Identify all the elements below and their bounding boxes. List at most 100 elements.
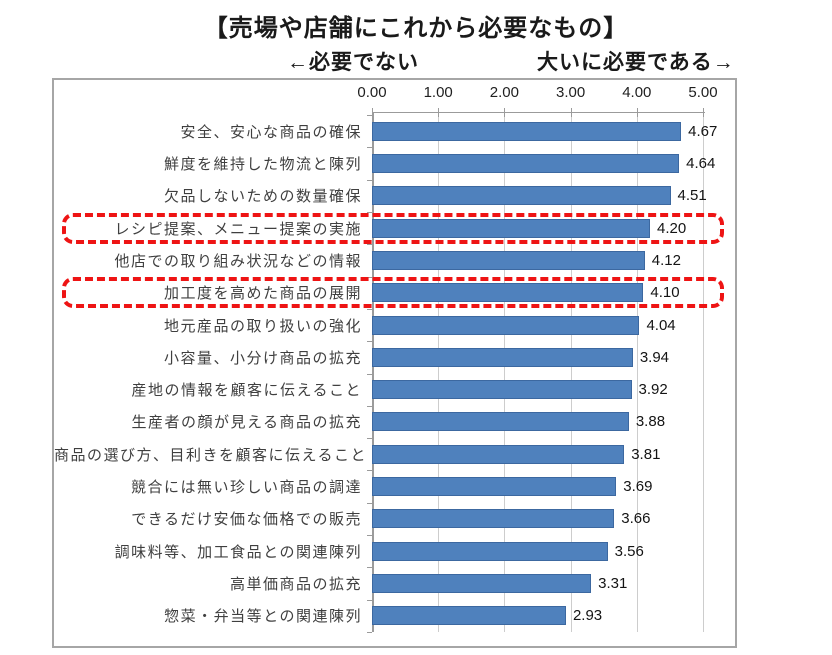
category-axis-tick bbox=[367, 567, 372, 569]
chart-row: 高単価商品の拡充 3.31 bbox=[54, 567, 735, 599]
value-label: 3.31 bbox=[598, 575, 628, 593]
chart-frame: 0.00 1.00 2.00 3.00 4.00 5.00 安全、安心な商品の確保 4.6… bbox=[52, 78, 737, 648]
bar-area: 4.64 bbox=[372, 147, 735, 179]
category-axis-tick bbox=[367, 147, 372, 149]
category-label: 地元産品の取り扱いの強化 bbox=[163, 317, 362, 335]
bar bbox=[372, 218, 651, 238]
gridline bbox=[438, 112, 440, 632]
category-axis-tick bbox=[367, 211, 372, 213]
category-axis-tick bbox=[367, 599, 372, 601]
value-label: 2.93 bbox=[572, 607, 603, 625]
category-label: 惣菜・弁当等との関連陳列 bbox=[164, 608, 362, 626]
bar bbox=[372, 477, 617, 497]
value-label: 3.92 bbox=[638, 381, 668, 399]
value-label: 4.10 bbox=[650, 284, 680, 302]
value-label: 4.12 bbox=[651, 251, 681, 269]
category-label: 高単価商品の拡充 bbox=[229, 576, 362, 594]
bar-area: 3.31 bbox=[372, 567, 735, 599]
category-label: 生産者の顔が見える商品の拡充 bbox=[131, 414, 362, 432]
bar bbox=[372, 606, 566, 626]
chart-row: できるだけ安価な価格での販売 3.66 bbox=[54, 503, 735, 535]
category-axis-tick bbox=[367, 179, 372, 181]
bar bbox=[372, 347, 633, 367]
category-axis-tick bbox=[367, 438, 372, 440]
category-label: 産地の情報を顧客に伝えること bbox=[131, 382, 362, 400]
chart-row: 鮮度を維持した物流と陳列 4.64 bbox=[54, 147, 735, 179]
x-axis-tick-label: 1.00 bbox=[423, 84, 453, 101]
value-label: 4.67 bbox=[688, 122, 718, 140]
x-axis-line bbox=[372, 112, 705, 113]
bar bbox=[372, 574, 592, 594]
bar bbox=[372, 380, 632, 400]
value-label: 4.51 bbox=[677, 187, 707, 205]
x-axis-tick-label: 2.00 bbox=[489, 84, 519, 101]
bar bbox=[372, 444, 625, 464]
bar bbox=[372, 315, 640, 335]
bar bbox=[372, 250, 645, 270]
x-axis-tick-mark bbox=[504, 108, 506, 117]
chart-title: 【売場や店舗にこれから必要なもの】 bbox=[203, 15, 629, 42]
bar-area: 2.93 bbox=[372, 600, 735, 632]
value-label: 4.20 bbox=[657, 219, 687, 237]
gridline bbox=[504, 112, 506, 632]
value-label: 3.81 bbox=[631, 445, 661, 463]
value-label: 3.69 bbox=[623, 478, 653, 496]
chart-row: レシピ提案、メニュー提案の実施 4.20 bbox=[54, 212, 735, 244]
bar bbox=[372, 541, 608, 561]
bar-rows: 安全、安心な商品の確保 4.67 鮮度を維持した物流と陳列 4.64 欠品しない… bbox=[54, 115, 735, 632]
bar-area: 3.81 bbox=[372, 438, 735, 470]
bar-area: 4.51 bbox=[372, 180, 735, 212]
bar bbox=[372, 283, 644, 303]
bar-area: 4.67 bbox=[372, 115, 735, 147]
category-label: 安全、安心な商品の確保 bbox=[180, 123, 362, 141]
axis-note-very-needed: 大いに必要である→ bbox=[537, 51, 735, 74]
chart-row: 調味料等、加工食品との関連陳列 3.56 bbox=[54, 535, 735, 567]
bar bbox=[372, 509, 615, 529]
bar-area: 3.69 bbox=[372, 470, 735, 502]
category-axis-tick bbox=[367, 502, 372, 504]
category-axis-tick bbox=[367, 470, 372, 472]
category-label: 商品の選び方、目利きを顧客に伝えること bbox=[54, 446, 368, 464]
value-label: 3.56 bbox=[614, 542, 644, 560]
category-axis-tick bbox=[367, 632, 372, 633]
category-axis-tick bbox=[367, 244, 372, 246]
chart-row: 他店での取り組み状況などの情報 4.12 bbox=[54, 244, 735, 276]
bar-area: 3.88 bbox=[372, 406, 735, 438]
bar-area: 4.10 bbox=[372, 277, 735, 309]
gridline bbox=[570, 112, 572, 632]
axis-note-not-needed: ←必要でない bbox=[287, 51, 419, 74]
plot-area: 0.00 1.00 2.00 3.00 4.00 5.00 安全、安心な商品の確保 4.6… bbox=[54, 80, 735, 646]
chart-row: 産地の情報を顧客に伝えること 3.92 bbox=[54, 374, 735, 406]
x-axis-tick-mark bbox=[570, 108, 572, 117]
chart-row: 惣菜・弁当等との関連陳列 2.93 bbox=[54, 600, 735, 632]
x-axis-tick-mark bbox=[636, 108, 638, 117]
chart-row: 欠品しないための数量確保 4.51 bbox=[54, 180, 735, 212]
bar-area: 3.56 bbox=[372, 535, 735, 567]
category-label: できるだけ安価な価格での販売 bbox=[131, 511, 362, 529]
bar-area: 4.12 bbox=[372, 244, 735, 276]
category-label: レシピ提案、メニュー提案の実施 bbox=[114, 220, 362, 238]
bar-area: 3.92 bbox=[372, 374, 735, 406]
value-label: 3.66 bbox=[621, 510, 651, 528]
category-label: 調味料等、加工食品との関連陳列 bbox=[114, 543, 362, 561]
chart-row: 加工度を高めた商品の展開 4.10 bbox=[54, 277, 735, 309]
category-label: 欠品しないための数量確保 bbox=[163, 188, 362, 206]
category-label: 加工度を高めた商品の展開 bbox=[163, 285, 362, 303]
value-label: 3.94 bbox=[639, 348, 670, 366]
category-label: 他店での取り組み状況などの情報 bbox=[114, 252, 362, 270]
category-label: 小容量、小分け商品の拡充 bbox=[163, 349, 362, 367]
value-label: 4.64 bbox=[686, 154, 716, 172]
category-axis-tick bbox=[367, 535, 372, 537]
bar-area: 4.04 bbox=[372, 309, 735, 341]
bar-area: 3.66 bbox=[372, 503, 735, 535]
x-axis-tick-mark bbox=[438, 108, 440, 117]
chart-row: 安全、安心な商品の確保 4.67 bbox=[54, 115, 735, 147]
chart-row: 地元産品の取り扱いの強化 4.04 bbox=[54, 309, 735, 341]
bar bbox=[372, 121, 682, 141]
chart-row: 小容量、小分け商品の拡充 3.94 bbox=[54, 341, 735, 373]
category-axis-tick bbox=[367, 115, 372, 116]
gridline bbox=[636, 112, 638, 632]
category-axis-tick bbox=[367, 308, 372, 310]
bar bbox=[372, 186, 671, 206]
x-axis-tick-label: 3.00 bbox=[555, 84, 586, 101]
